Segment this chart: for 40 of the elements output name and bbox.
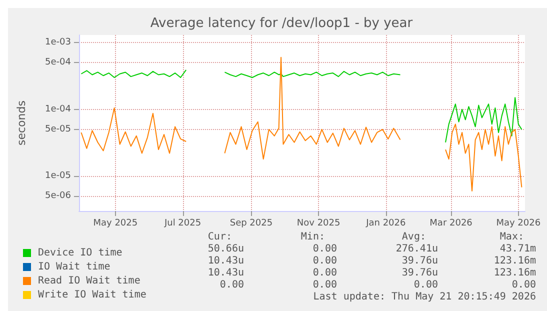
y-tick-label: 1e-04 (45, 104, 72, 114)
x-tick-label: Jan 2026 (365, 218, 406, 228)
x-tick-label: May 2025 (93, 218, 138, 228)
text: Last update: Thu May 21 20:15:49 2026 (313, 292, 536, 302)
legend-label: Write IO Wait time (38, 290, 146, 300)
chart-title: Average latency for /dev/loop1 - by year (150, 16, 414, 31)
text: 39.76u (402, 256, 438, 266)
text: 0.00 (312, 244, 337, 254)
x-tick-label: Sep 2025 (230, 218, 273, 228)
x-tick-label: Jul 2025 (163, 218, 202, 228)
text: 276.41u (396, 244, 438, 254)
text: 0.00 (220, 280, 244, 290)
y-tick-label: 1e-05 (45, 171, 71, 182)
text: 10.43u (208, 256, 244, 266)
y-tick-label: 1e-03 (45, 38, 71, 48)
text: Min: (300, 232, 325, 242)
y-tick-label: 5e-06 (45, 191, 72, 202)
legend-label: Read IO Wait time (38, 276, 140, 286)
y-axis-title: seconds (15, 100, 28, 146)
x-tick-label: May 2026 (496, 218, 541, 228)
text: 0.00 (512, 280, 536, 290)
text: 39.76u (402, 268, 438, 278)
y-tick-label: 5e-04 (45, 58, 72, 68)
legend-label: Device IO time (38, 248, 122, 258)
text: 0.00 (312, 280, 337, 290)
legend-label: IO Wait time (38, 262, 110, 272)
text: 0.00 (312, 268, 337, 278)
text: Avg: (402, 232, 426, 242)
text: Max: (500, 232, 524, 242)
x-tick-label: Nov 2025 (296, 218, 340, 228)
x-tick-label: Mar 2026 (430, 218, 473, 228)
text: 43.71m (500, 244, 536, 254)
text: 123.16m (494, 268, 536, 278)
text: 50.66u (208, 244, 244, 254)
text: 0.00 (414, 280, 438, 290)
y-tick-label: 5e-05 (45, 124, 71, 134)
text: 123.16m (494, 256, 536, 266)
text: 10.43u (208, 268, 244, 278)
text: 0.00 (312, 256, 337, 266)
text: Cur: (208, 232, 232, 242)
